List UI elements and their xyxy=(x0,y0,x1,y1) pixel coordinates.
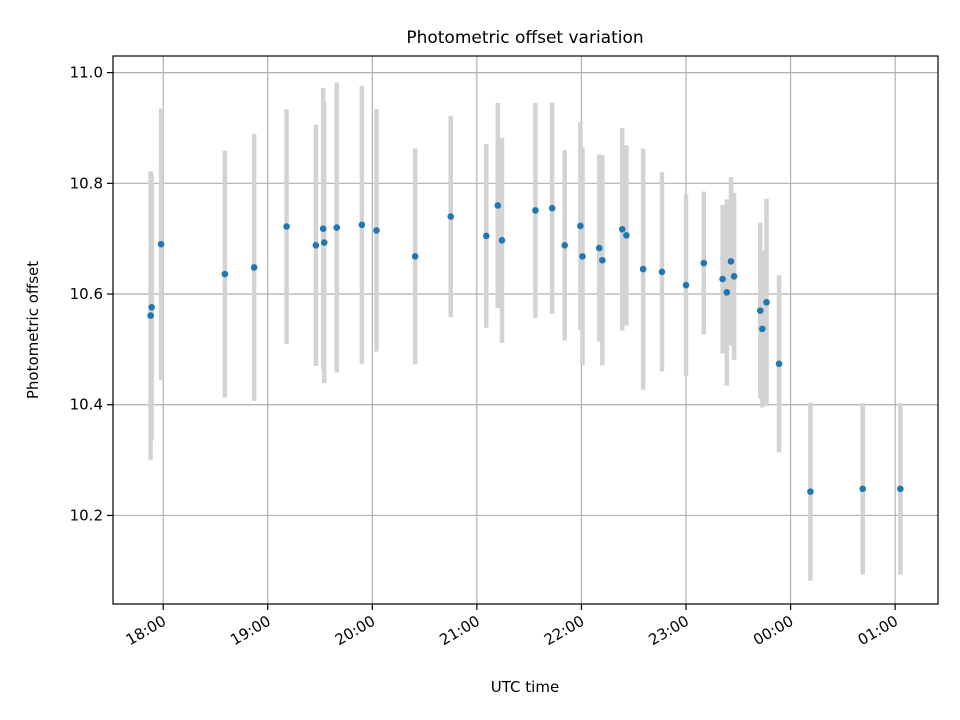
data-point xyxy=(147,312,154,319)
data-point xyxy=(595,244,603,252)
data-point xyxy=(700,259,708,267)
data-point xyxy=(723,289,731,296)
y-tick-label: 10.6 xyxy=(70,285,103,303)
data-point xyxy=(498,237,506,244)
data-point xyxy=(283,223,290,230)
data-point xyxy=(623,232,630,239)
data-point xyxy=(763,299,770,306)
y-axis-label: Photometric offset xyxy=(24,261,42,399)
data-point xyxy=(494,202,502,209)
data-point xyxy=(579,253,586,260)
data-point xyxy=(618,225,626,233)
y-tick-label: 10.4 xyxy=(70,396,103,414)
y-tick-label: 11.0 xyxy=(70,64,103,82)
x-axis-label: UTC time xyxy=(491,678,559,696)
data-point xyxy=(411,253,419,260)
y-axis-ticks: 10.2 10.4 10.6 10.8 11.0 xyxy=(70,64,113,524)
data-point xyxy=(548,204,556,212)
chart-title: Photometric offset variation xyxy=(406,28,643,48)
data-point xyxy=(599,256,606,264)
data-point xyxy=(250,264,258,271)
data-point xyxy=(639,265,647,273)
data-point xyxy=(727,258,735,265)
data-point xyxy=(807,488,814,495)
plot-area xyxy=(113,56,938,604)
data-point xyxy=(859,485,867,493)
data-point xyxy=(319,225,327,233)
data-point xyxy=(221,270,229,278)
grid-lines xyxy=(113,56,938,604)
data-point xyxy=(730,273,738,280)
data-point xyxy=(532,207,539,214)
data-point xyxy=(447,213,455,220)
data-point xyxy=(577,222,584,230)
data-point xyxy=(759,325,766,333)
data-point xyxy=(719,275,726,283)
data-point xyxy=(373,227,380,234)
data-point xyxy=(333,224,341,231)
y-tick-label: 10.2 xyxy=(70,506,103,524)
data-point xyxy=(482,232,490,240)
data-point xyxy=(312,242,320,249)
data-point xyxy=(320,239,328,246)
data-point xyxy=(775,360,783,368)
data-point xyxy=(358,221,366,229)
data-points xyxy=(147,202,904,495)
data-point xyxy=(658,268,666,276)
data-point xyxy=(682,281,690,289)
data-point xyxy=(756,307,764,314)
data-point xyxy=(148,304,155,311)
data-point xyxy=(897,485,904,493)
plot-frame xyxy=(112,55,939,605)
data-point xyxy=(561,242,569,249)
data-point xyxy=(157,240,165,248)
y-tick-label: 10.8 xyxy=(70,174,103,192)
